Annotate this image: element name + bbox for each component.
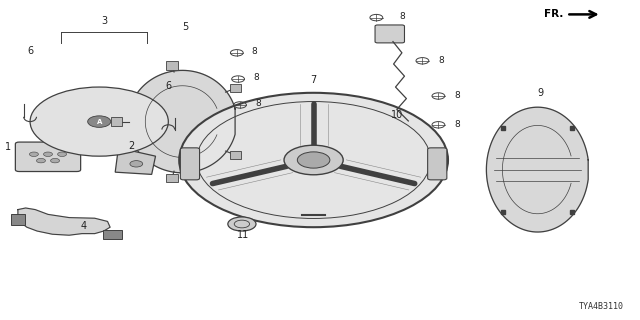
Text: 9: 9 [538, 88, 544, 98]
Text: 11: 11 [237, 230, 250, 240]
Circle shape [179, 93, 448, 227]
Circle shape [80, 112, 118, 131]
Circle shape [228, 217, 256, 231]
Circle shape [88, 116, 111, 127]
Circle shape [64, 104, 134, 139]
Text: TYA4B3110: TYA4B3110 [579, 302, 624, 311]
FancyBboxPatch shape [375, 25, 404, 43]
FancyBboxPatch shape [230, 84, 241, 92]
FancyBboxPatch shape [428, 148, 447, 180]
Circle shape [47, 95, 152, 148]
Text: 4: 4 [80, 220, 86, 231]
Circle shape [30, 87, 168, 156]
Circle shape [44, 152, 52, 156]
Text: 6: 6 [165, 81, 172, 92]
FancyBboxPatch shape [166, 61, 178, 70]
Text: 8: 8 [455, 120, 460, 129]
Text: 1: 1 [4, 142, 11, 152]
Polygon shape [18, 208, 110, 235]
Text: 2: 2 [128, 141, 134, 151]
FancyBboxPatch shape [11, 214, 25, 225]
Text: 3: 3 [101, 16, 108, 26]
Polygon shape [128, 70, 235, 173]
Text: A: A [97, 119, 102, 124]
Text: 8: 8 [253, 73, 259, 82]
Text: FR.: FR. [544, 9, 563, 20]
Circle shape [58, 152, 67, 156]
Polygon shape [486, 107, 588, 232]
Text: 8: 8 [439, 56, 444, 65]
FancyBboxPatch shape [103, 230, 122, 239]
Circle shape [284, 145, 343, 175]
Text: 10: 10 [390, 110, 403, 120]
FancyBboxPatch shape [180, 148, 200, 180]
Text: 7: 7 [310, 75, 317, 85]
Text: 6: 6 [27, 46, 33, 56]
Text: 8: 8 [252, 47, 257, 56]
Text: 8: 8 [455, 91, 460, 100]
Text: 5: 5 [182, 22, 189, 32]
Circle shape [51, 158, 60, 163]
FancyBboxPatch shape [230, 151, 241, 159]
Text: 8: 8 [255, 99, 260, 108]
Circle shape [298, 152, 330, 168]
Circle shape [36, 158, 45, 163]
Circle shape [130, 161, 143, 167]
Text: 8: 8 [399, 12, 404, 21]
FancyBboxPatch shape [166, 173, 178, 182]
Polygon shape [115, 148, 156, 174]
FancyBboxPatch shape [111, 117, 122, 126]
FancyBboxPatch shape [15, 142, 81, 172]
Circle shape [29, 152, 38, 156]
